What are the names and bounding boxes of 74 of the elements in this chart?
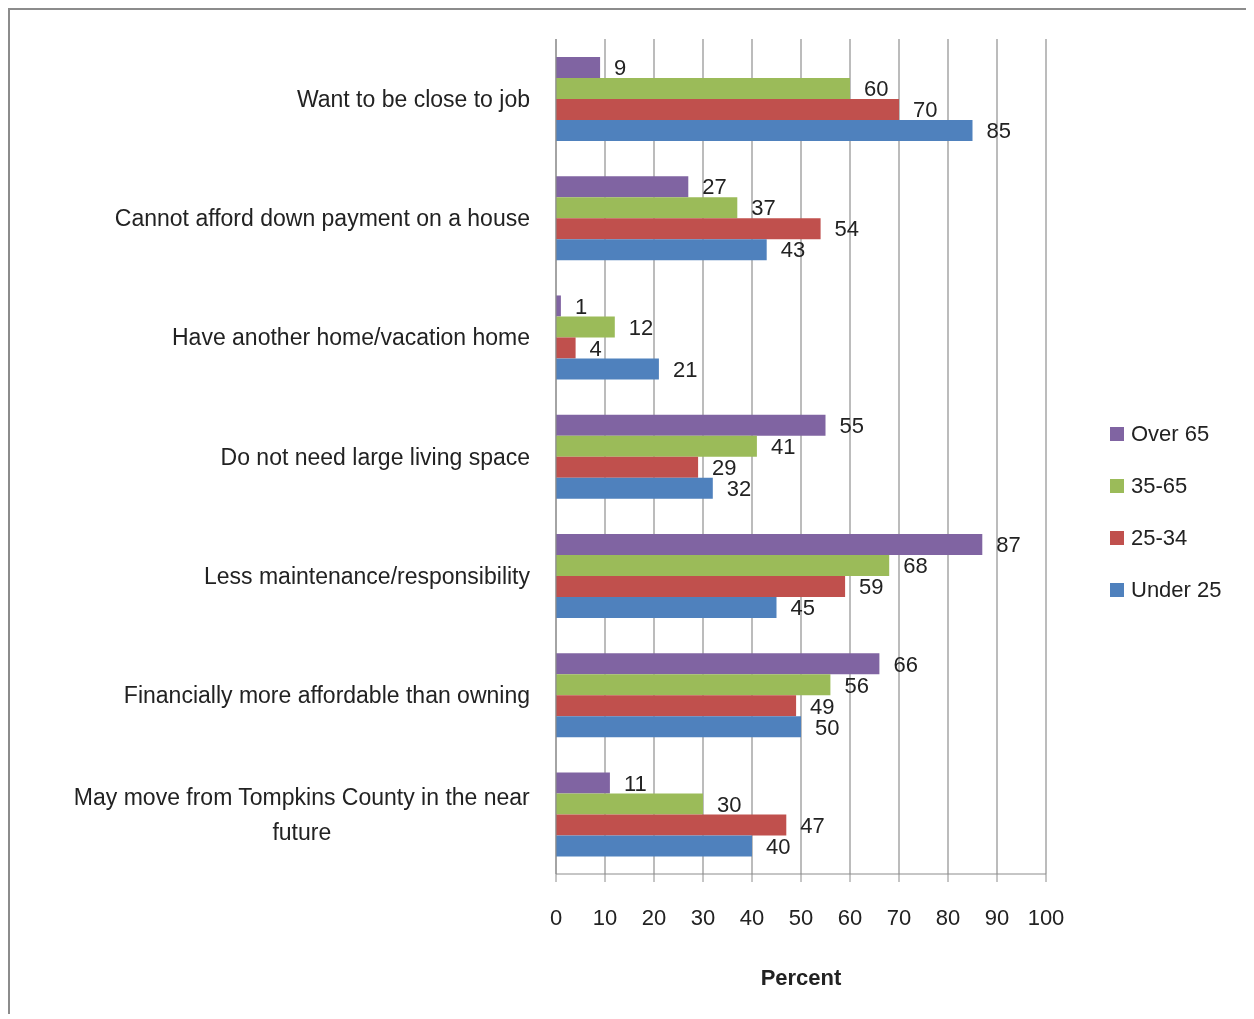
data-label: 66 — [893, 651, 918, 677]
bar — [556, 835, 752, 857]
y-tick-label: Less maintenance/responsibility — [203, 562, 531, 589]
bar — [556, 358, 659, 380]
y-tick-label: Want to be close to job — [296, 85, 530, 112]
bar — [556, 456, 699, 478]
data-label: 12 — [628, 314, 654, 340]
bar — [556, 674, 831, 696]
bar — [556, 653, 880, 675]
data-label: 40 — [766, 833, 791, 859]
bar — [556, 239, 767, 261]
x-tick-label: 40 — [739, 904, 765, 930]
bar — [556, 218, 821, 240]
bar — [556, 576, 846, 598]
bar — [556, 176, 689, 198]
x-tick-label: 90 — [984, 904, 1010, 930]
data-label: 37 — [751, 195, 776, 221]
bar — [556, 597, 777, 619]
x-tick-label: 30 — [690, 904, 716, 930]
legend-label: Under 25 — [1131, 577, 1222, 603]
bar — [556, 534, 983, 556]
data-label: 56 — [844, 672, 869, 698]
bar — [556, 793, 703, 815]
bar — [556, 814, 787, 836]
y-tick-label: Cannot afford down payment on a house — [114, 204, 530, 231]
data-label: 45 — [790, 595, 815, 621]
bar — [556, 435, 757, 457]
x-tick-label: 80 — [935, 904, 961, 930]
bar — [556, 414, 826, 436]
data-label: 68 — [903, 553, 928, 579]
data-label: 59 — [859, 574, 884, 600]
x-axis-title: Percent — [760, 965, 843, 990]
data-label: 87 — [996, 532, 1021, 558]
data-label: 70 — [913, 97, 938, 123]
data-label: 85 — [986, 118, 1011, 144]
legend-label: 35-65 — [1131, 473, 1188, 499]
y-tick-label: Financially more affordable than owning — [123, 682, 530, 709]
y-tick-label: May move from Tompkins County in the near future — [73, 783, 531, 845]
bar — [556, 716, 801, 738]
data-label: 47 — [800, 812, 825, 838]
y-tick-label: Have another home/vacation home — [172, 324, 530, 351]
x-tick-label: 60 — [837, 904, 863, 930]
bar — [556, 772, 610, 794]
data-label: 4 — [589, 335, 602, 361]
data-label: 9 — [614, 55, 627, 81]
data-label: 30 — [717, 791, 742, 817]
bar — [556, 695, 797, 717]
data-label: 41 — [770, 434, 796, 460]
bar — [556, 98, 899, 120]
data-label: 21 — [672, 356, 698, 382]
data-label: 1 — [574, 293, 588, 319]
bar — [556, 77, 850, 99]
bar — [556, 119, 973, 141]
x-tick-label: 20 — [641, 904, 667, 930]
data-label: 11 — [623, 770, 647, 796]
bar — [556, 555, 890, 577]
x-tick-label: 70 — [886, 904, 912, 930]
x-tick-label: 50 — [788, 904, 814, 930]
data-label: 27 — [702, 174, 727, 200]
bar — [556, 477, 713, 499]
x-tick-label: 0 — [549, 904, 563, 930]
legend-label: Over 65 — [1131, 421, 1210, 447]
data-label: 54 — [834, 216, 860, 242]
legend-label: 25-34 — [1131, 525, 1188, 551]
bar — [556, 56, 601, 78]
data-label: 43 — [780, 237, 806, 263]
bar — [556, 337, 576, 359]
y-tick-label: Do not need large living space — [220, 443, 530, 470]
data-label: 55 — [839, 413, 864, 439]
x-tick-label: 100 — [1027, 904, 1065, 930]
bar — [556, 316, 615, 338]
x-tick-label: 10 — [592, 904, 618, 930]
bar — [556, 197, 738, 219]
data-label: 60 — [864, 76, 889, 102]
